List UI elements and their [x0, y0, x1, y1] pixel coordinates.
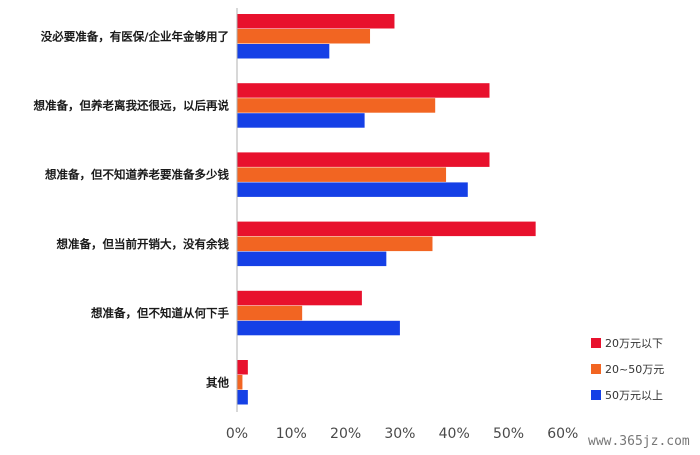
category-label: 想准备，但当前开销大，没有余钱	[56, 237, 230, 251]
bar	[237, 29, 371, 44]
x-tick-label: 10%	[276, 426, 307, 442]
bar	[237, 236, 433, 252]
bar	[237, 390, 248, 405]
bar	[237, 44, 330, 59]
x-tick-label: 60%	[547, 426, 578, 442]
legend-swatch	[591, 364, 601, 374]
bar	[237, 83, 490, 98]
bar	[237, 182, 468, 197]
bar	[237, 98, 436, 113]
legend-label: 20万元以下	[605, 337, 663, 350]
bar	[237, 375, 243, 390]
bar	[237, 167, 447, 182]
legend-label: 50万元以上	[605, 389, 663, 402]
bar	[237, 221, 536, 237]
x-tick-label: 30%	[384, 426, 415, 442]
x-tick-label: 20%	[330, 426, 361, 442]
bar	[237, 113, 365, 128]
legend-label: 20~50万元	[605, 363, 664, 376]
x-tick-labels: 0% 10% 20% 30% 40% 50% 60%	[226, 426, 578, 442]
bars	[237, 14, 536, 405]
x-tick-label: 50%	[493, 426, 524, 442]
bar	[237, 305, 303, 321]
bar	[237, 290, 362, 306]
watermark: www.365jz.com	[588, 434, 690, 449]
bar	[237, 251, 387, 267]
category-label: 其他	[206, 375, 229, 389]
bar	[237, 14, 395, 29]
bar	[237, 360, 248, 375]
category-label: 想准备，但不知道养老要准备多少钱	[44, 168, 229, 182]
bar	[237, 152, 490, 167]
category-label: 没必要准备，有医保/企业年金够用了	[41, 29, 229, 43]
x-tick-label: 0%	[226, 426, 248, 442]
x-tick-label: 40%	[439, 426, 470, 442]
legend: 20万元以下 20~50万元 50万元以上	[591, 337, 664, 402]
category-labels: 没必要准备，有医保/企业年金够用了想准备，但养老离我还很远，以后再说想准备，但不…	[33, 29, 230, 389]
bar	[237, 320, 400, 336]
legend-swatch	[591, 390, 601, 400]
category-label: 想准备，但不知道从何下手	[90, 306, 229, 320]
category-label: 想准备，但养老离我还很远，以后再说	[33, 98, 230, 112]
legend-swatch	[591, 338, 601, 348]
